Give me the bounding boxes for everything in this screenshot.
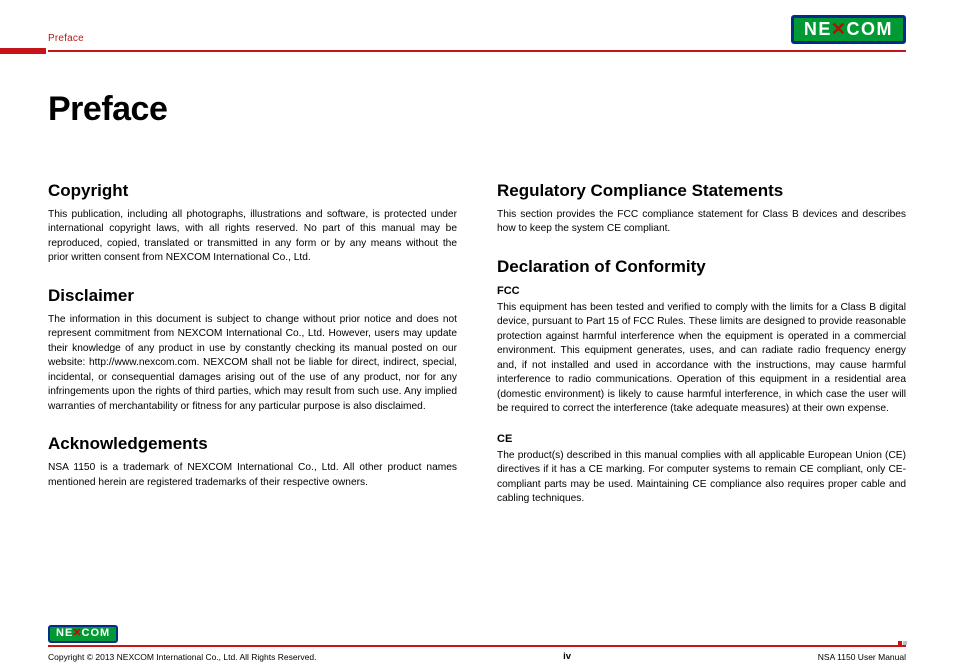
logo-text-right: COM	[847, 20, 894, 38]
heading-disclaimer: Disclaimer	[48, 286, 457, 306]
footer-logo: NE ✕ COM	[48, 625, 906, 643]
page-footer: NE ✕ COM Copyright © 2013 NEXCOM Interna…	[48, 625, 906, 662]
brand-logo: NE ✕ COM	[791, 15, 906, 44]
footer-rule	[48, 645, 906, 647]
content-area: Preface Copyright This publication, incl…	[48, 54, 906, 527]
footer-doc-title: NSA 1150 User Manual	[818, 652, 906, 662]
section-acknowledgements: Acknowledgements NSA 1150 is a trademark…	[48, 434, 457, 490]
page-title: Preface	[48, 90, 906, 129]
heading-copyright: Copyright	[48, 181, 457, 201]
heading-acknowledgements: Acknowledgements	[48, 434, 457, 454]
footer-logo-text: NE ✕ COM	[56, 628, 110, 639]
section-copyright: Copyright This publication, including al…	[48, 181, 457, 266]
left-column: Copyright This publication, including al…	[48, 181, 457, 527]
logo-cross-icon: ✕	[831, 20, 848, 38]
body-copyright: This publication, including all photogra…	[48, 208, 457, 266]
heading-regulatory: Regulatory Compliance Statements	[497, 181, 906, 201]
page-header: Preface NE ✕ COM	[48, 0, 906, 44]
body-ce: The product(s) described in this manual …	[497, 449, 906, 507]
header-rule-accent	[0, 48, 46, 54]
section-regulatory: Regulatory Compliance Statements This se…	[497, 181, 906, 237]
footer-ornament	[898, 641, 912, 645]
body-acknowledgements: NSA 1150 is a trademark of NEXCOM Intern…	[48, 461, 457, 490]
subheading-ce: CE	[497, 433, 906, 445]
heading-declaration: Declaration of Conformity	[497, 257, 906, 277]
logo-text: NE ✕ COM	[804, 20, 893, 38]
square-icon	[903, 641, 907, 645]
square-icon	[898, 641, 902, 645]
page-number: iv	[563, 651, 571, 662]
body-regulatory: This section provides the FCC compliance…	[497, 208, 906, 237]
body-disclaimer: The information in this document is subj…	[48, 313, 457, 414]
section-declaration: Declaration of Conformity FCC This equip…	[497, 257, 906, 507]
logo-text-left: NE	[804, 20, 832, 38]
footer-logo-box: NE ✕ COM	[48, 625, 118, 643]
columns: Copyright This publication, including al…	[48, 181, 906, 527]
page: Preface NE ✕ COM Preface Copyright This …	[0, 0, 954, 672]
header-rule-line	[48, 50, 906, 52]
footer-row: Copyright © 2013 NEXCOM International Co…	[48, 649, 906, 662]
right-column: Regulatory Compliance Statements This se…	[497, 181, 906, 527]
logo-box: NE ✕ COM	[791, 15, 906, 44]
header-rule	[48, 48, 906, 54]
header-section-label: Preface	[48, 33, 84, 44]
footer-logo-text-right: COM	[82, 628, 111, 639]
section-disclaimer: Disclaimer The information in this docum…	[48, 286, 457, 414]
subheading-fcc: FCC	[497, 285, 906, 297]
footer-logo-text-left: NE	[56, 628, 73, 639]
body-fcc: This equipment has been tested and verif…	[497, 301, 906, 417]
footer-copyright: Copyright © 2013 NEXCOM International Co…	[48, 652, 316, 662]
